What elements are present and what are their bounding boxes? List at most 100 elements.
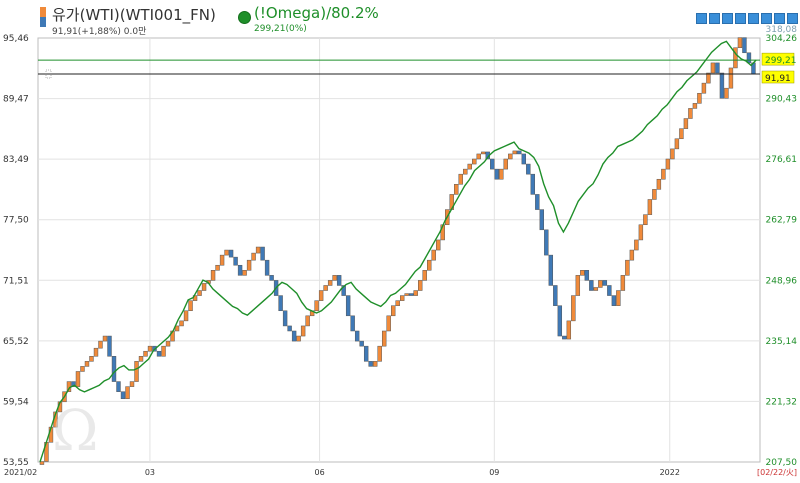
toolbar-button-icon[interactable]: [748, 13, 759, 24]
step-box-down: [111, 356, 117, 382]
right-axis-tick-label: 304,26: [766, 34, 798, 44]
step-box-down: [526, 163, 531, 175]
right-axis-tick-label: 235,14: [766, 337, 798, 347]
step-box-up: [413, 290, 418, 296]
step-box-up: [692, 103, 698, 109]
step-box-up: [629, 249, 635, 261]
step-box-down: [363, 345, 369, 362]
step-box-up: [134, 361, 139, 382]
step-box-up: [737, 37, 743, 48]
step-box-up: [386, 315, 391, 332]
toolbar-button-icon[interactable]: [787, 13, 798, 24]
step-box-down: [359, 340, 364, 347]
step-box-down: [517, 150, 522, 155]
step-box-up: [165, 340, 171, 347]
step-box-up: [733, 47, 738, 69]
step-box-up: [377, 345, 382, 362]
x-axis-tick-label: [02/22/火]: [757, 468, 797, 477]
step-box-up: [219, 254, 225, 266]
step-box-up: [138, 356, 144, 362]
step-box-down: [521, 153, 526, 165]
step-box-up: [652, 189, 657, 200]
x-axis-tick-label: 2022: [660, 468, 680, 477]
step-box-up: [39, 461, 45, 465]
step-box-up: [197, 290, 202, 296]
left-axis-tick-label: 71,51: [3, 276, 29, 286]
step-box-down: [260, 246, 265, 261]
step-box-down: [539, 209, 544, 231]
step-box-up: [566, 320, 572, 340]
step-box-up: [688, 108, 693, 119]
series2-name: (!Omega)/80.2%: [254, 4, 379, 22]
reference-marker-icon: [45, 69, 52, 79]
step-box-up: [683, 118, 689, 129]
toolbar-button-icon[interactable]: [774, 13, 785, 24]
step-box-up: [661, 168, 666, 180]
step-box-up: [503, 158, 508, 170]
step-box-down: [354, 330, 360, 342]
step-box-down: [336, 275, 342, 286]
step-box-down: [282, 310, 288, 327]
step-box-up: [458, 173, 463, 185]
step-box-down: [602, 280, 608, 286]
step-box-up: [620, 275, 626, 291]
right-axis-tick-label: 207,50: [766, 458, 798, 468]
step-box-up: [638, 224, 644, 241]
toolbar-button-icon[interactable]: [696, 13, 707, 24]
step-box-up: [242, 270, 247, 276]
step-box-up: [215, 264, 220, 271]
step-box-down: [278, 295, 283, 312]
toolbar-button-icon[interactable]: [761, 13, 772, 24]
step-box-up: [710, 62, 716, 74]
step-box-up: [147, 345, 153, 352]
step-box-up: [305, 315, 310, 327]
step-box-up: [499, 168, 504, 180]
step-box-down: [490, 158, 495, 170]
step-box-down: [548, 254, 554, 286]
omega-series-line: [39, 40, 757, 463]
step-box-down: [607, 285, 612, 296]
step-box-up: [161, 345, 166, 357]
toolbar-button-icon[interactable]: [709, 13, 720, 24]
toolbar-button-icon[interactable]: [735, 13, 746, 24]
series1-last-value: 91,91(+1,88%) 0.0만: [52, 27, 147, 37]
step-box-up: [481, 151, 486, 155]
left-axis-tick-label: 95,46: [3, 34, 29, 44]
step-box-up: [724, 87, 729, 99]
toolbar-button-icon[interactable]: [722, 13, 733, 24]
step-box-up: [598, 280, 603, 288]
step-box-up: [224, 249, 229, 256]
step-box-down: [107, 335, 112, 357]
step-box-down: [530, 173, 535, 195]
step-box-down: [264, 259, 270, 276]
step-box-up: [89, 356, 94, 362]
step-box-up: [174, 325, 180, 332]
left-axis-tick-label: 59,54: [3, 397, 29, 407]
step-box-up: [427, 259, 432, 271]
step-box-up: [580, 270, 585, 276]
step-box-up: [575, 275, 581, 296]
step-box-up: [670, 148, 675, 160]
step-box-down: [291, 330, 297, 342]
step-box-down: [719, 72, 725, 99]
step-box-down: [553, 285, 558, 306]
step-box-up: [327, 280, 333, 286]
chart-toolbar: [696, 13, 800, 25]
step-box-down: [237, 264, 243, 276]
step-box-up: [512, 150, 517, 155]
step-box-up: [102, 335, 108, 342]
step-box-up: [75, 371, 81, 387]
step-box-up: [296, 335, 301, 342]
step-box-up: [255, 246, 261, 254]
step-box-up: [431, 249, 436, 261]
step-box-up: [472, 158, 477, 165]
left-axis-tick-label: 89,47: [3, 95, 29, 105]
step-box-up: [404, 293, 409, 296]
plot-frame: [37, 37, 761, 463]
step-box-down: [341, 285, 346, 296]
candle-legend-icon: [40, 7, 46, 27]
green-dot-icon: [238, 11, 251, 24]
right-axis-tick-label: 221,32: [766, 397, 798, 407]
step-box-up: [84, 361, 90, 367]
